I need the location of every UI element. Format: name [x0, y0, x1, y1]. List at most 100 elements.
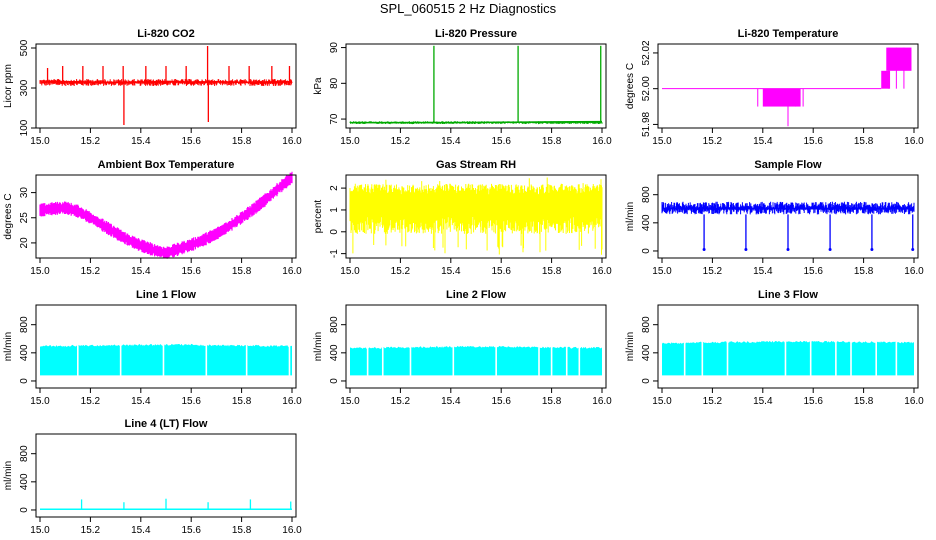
data-block — [762, 88, 801, 107]
x-tick-label: 16.0 — [592, 136, 612, 147]
y-axis-label: degrees C — [625, 63, 636, 109]
x-axis: 15.0 15.2 15.4 15.6 15.8 16.0 — [30, 388, 302, 407]
x-axis: 15.0 15.2 15.4 15.6 15.8 16.0 — [652, 128, 924, 147]
x-axis: 15.0 15.2 15.4 15.6 15.8 16.0 — [340, 258, 612, 277]
y-tick-label: 800 — [641, 186, 652, 203]
y-tick-label: 300 — [19, 79, 30, 96]
x-tick-label: 15.0 — [340, 136, 360, 147]
x-tick-label: 15.6 — [181, 136, 201, 147]
x-tick-label: 15.4 — [131, 396, 151, 407]
x-tick-label: 15.8 — [854, 396, 874, 407]
plot-data — [350, 344, 602, 377]
x-tick-label: 15.8 — [232, 525, 252, 536]
y-tick-label: 500 — [19, 39, 30, 56]
x-tick-label: 16.0 — [282, 136, 302, 147]
x-tick-label: 16.0 — [282, 266, 302, 277]
plot-frame — [35, 433, 297, 518]
x-tick-label: 15.2 — [391, 136, 411, 147]
plot-data — [349, 45, 603, 125]
x-axis: 15.0 15.2 15.4 15.6 15.8 16.0 — [30, 517, 302, 536]
x-tick-label: 15.0 — [30, 136, 50, 147]
panel-line4: Line 4 (LT) Flow 15.0 15.2 15.4 15.6 15.8 16.0… — [3, 418, 302, 536]
plot-data — [661, 201, 915, 252]
x-tick-label: 15.6 — [803, 136, 823, 147]
y-tick-label: 51.98 — [641, 111, 652, 136]
x-tick-label: 15.6 — [181, 525, 201, 536]
panel-title: Li-820 Pressure — [435, 28, 517, 40]
y-tick-label: 0 — [19, 378, 30, 384]
y-axis-label: ml/min — [625, 332, 636, 361]
y-tick-label: 20 — [19, 237, 30, 249]
x-axis: 15.0 15.2 15.4 15.6 15.8 16.0 — [652, 388, 924, 407]
panel-licor-temp: Li-820 Temperature 15.0 15.2 15.4 15.6 15.8 16… — [625, 28, 924, 147]
x-tick-label: 15.0 — [652, 266, 672, 277]
y-tick-label: 25 — [19, 212, 30, 224]
x-tick-label: 15.4 — [131, 525, 151, 536]
y-tick-label: 800 — [19, 316, 30, 333]
x-tick-label: 15.8 — [854, 266, 874, 277]
y-axis-label: ml/min — [625, 202, 636, 231]
x-axis: 15.0 15.2 15.4 15.6 15.8 16.0 — [652, 258, 924, 277]
series-line — [350, 120, 603, 124]
plot-data — [39, 46, 293, 125]
y-tick-label: 70 — [329, 113, 340, 125]
y-axis-label: Licor ppm — [3, 64, 14, 108]
x-tick-label: 15.6 — [803, 266, 823, 277]
x-tick-label: 15.0 — [30, 396, 50, 407]
x-tick-label: 15.2 — [81, 266, 101, 277]
y-tick-label: -1 — [329, 249, 340, 258]
y-axis-label: degrees C — [3, 193, 14, 239]
x-tick-label: 15.4 — [441, 266, 461, 277]
y-tick-label: 400 — [641, 344, 652, 361]
x-tick-label: 15.8 — [232, 136, 252, 147]
flow-band — [350, 345, 602, 376]
x-tick-label: 15.0 — [652, 396, 672, 407]
data-dip-end — [870, 248, 874, 252]
panel-line2: Line 2 Flow 15.0 15.2 15.4 15.6 15.8 16.0 0 400 8… — [313, 289, 612, 407]
panel-co2: Li-820 CO2 15.0 15.2 15.4 15.6 15.8 16.0 100 300… — [3, 28, 302, 147]
x-tick-label: 15.6 — [491, 136, 511, 147]
plot-data — [39, 171, 293, 259]
y-tick-label: 400 — [19, 473, 30, 490]
data-block — [881, 70, 891, 89]
x-tick-label: 16.0 — [282, 396, 302, 407]
x-tick-label: 15.4 — [753, 396, 773, 407]
x-axis: 15.0 15.2 15.4 15.6 15.8 16.0 — [340, 128, 612, 147]
plot-frame — [657, 174, 919, 259]
panel-title: Gas Stream RH — [436, 159, 516, 171]
x-tick-label: 15.8 — [232, 266, 252, 277]
panel-title: Li-820 Temperature — [738, 28, 839, 40]
x-tick-label: 15.4 — [753, 266, 773, 277]
plot-frame — [35, 304, 297, 389]
x-tick-label: 15.8 — [854, 136, 874, 147]
plot-data — [349, 177, 603, 255]
x-tick-label: 16.0 — [592, 396, 612, 407]
y-axis-label: ml/min — [3, 461, 14, 490]
y-axis-label: kPa — [313, 77, 324, 95]
noise-band — [661, 201, 915, 215]
panel-title: Ambient Box Temperature — [98, 159, 235, 171]
plot-frame — [657, 304, 919, 389]
y-tick-label: 400 — [641, 214, 652, 231]
x-axis: 15.0 15.2 15.4 15.6 15.8 16.0 — [30, 258, 302, 277]
y-tick-label: 0 — [641, 378, 652, 384]
panel-gas-rh: Gas Stream RH 15.0 15.2 15.4 15.6 15.8 16.0 -1 0… — [313, 159, 612, 277]
plot-frame — [657, 43, 919, 129]
x-tick-label: 15.2 — [391, 396, 411, 407]
y-tick-label: 90 — [329, 42, 340, 54]
y-tick-label: 0 — [329, 378, 340, 384]
x-tick-label: 15.0 — [340, 266, 360, 277]
plot-frame — [345, 304, 607, 389]
panel-title: Line 4 (LT) Flow — [125, 418, 208, 430]
y-axis: 51.98 52.00 52.02 — [641, 40, 658, 137]
x-tick-label: 15.2 — [703, 136, 723, 147]
x-tick-label: 15.6 — [181, 396, 201, 407]
panel-line3: Line 3 Flow 15.0 15.2 15.4 15.6 15.8 16.0 0 400 8… — [625, 289, 924, 407]
x-tick-label: 15.2 — [81, 396, 101, 407]
flow-band — [40, 343, 292, 376]
y-tick-label: 0 — [19, 507, 30, 513]
y-axis: -1 0 1 2 — [329, 185, 346, 258]
